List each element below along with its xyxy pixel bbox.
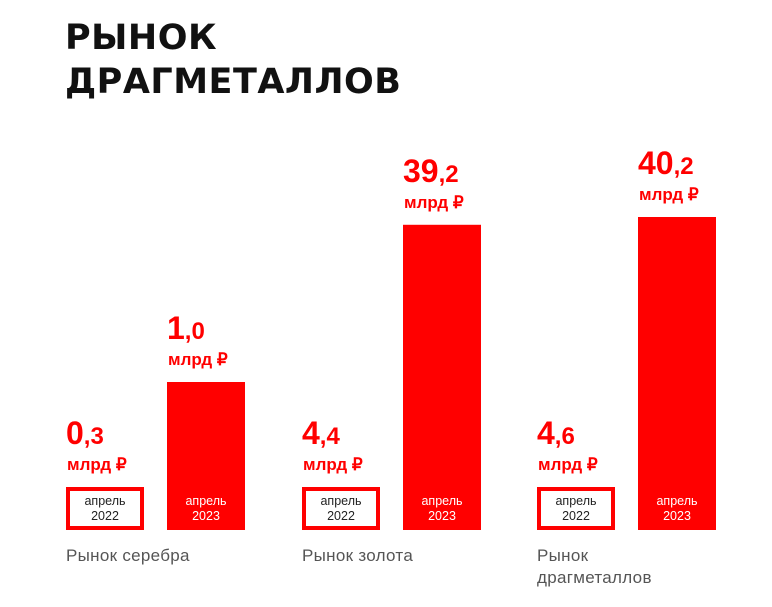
bar-2023 [638,217,716,530]
value-unit: млрд ₽ [538,455,598,474]
bar-2022 [66,487,144,530]
category-label-precious-metals: Рынок драгметаллов [537,545,652,589]
value-integer: 39 [403,153,439,189]
value-decimal: ,2 [439,161,459,188]
chart-title: РЫНОК ДРАГМЕТАЛЛОВ [65,16,401,104]
bar-2022-period-label: 2022 [562,509,590,523]
value-number: 4,6 [537,415,575,451]
value-integer: 4 [537,415,555,451]
value-unit: млрд ₽ [639,185,699,204]
data-label-2022: 4,4 млрд ₽ [302,415,363,474]
bar-2022 [302,487,380,530]
value-integer: 0 [66,415,84,451]
category-label-line: Рынок серебра [66,546,190,565]
bar-2022-period-label: апрель [84,494,125,508]
chart-title-line-1: РЫНОК [65,18,218,58]
value-number: 39,2 [403,153,459,189]
category-label-line: Рынок [537,546,589,565]
bar-2023-period-label: апрель [421,494,462,508]
chart-title-line-2: ДРАГМЕТАЛЛОВ [65,62,402,102]
bar-2023-period-label: апрель [185,494,226,508]
value-number: 40,2 [638,145,694,181]
bar-2023-period-label: 2023 [192,509,220,523]
bar-2023-period-label: апрель [656,494,697,508]
value-integer: 1 [167,310,185,346]
category-label-line: Рынок золота [302,546,414,565]
value-decimal: ,6 [555,423,575,450]
data-label-2022: 4,6 млрд ₽ [537,415,598,474]
value-number: 0,3 [66,415,104,451]
value-decimal: ,2 [674,153,694,180]
category-label-gold: Рынок золота [302,545,413,567]
value-unit: млрд ₽ [303,455,363,474]
data-label-2022: 0,3 млрд ₽ [66,415,127,474]
bar-2022-period-label: апрель [320,494,361,508]
bar-2023 [403,224,481,530]
category-label-line: драгметаллов [537,568,652,587]
value-number: 4,4 [302,415,340,451]
data-label-2023: 39,2 млрд ₽ [403,153,464,212]
bar-2023-period-label: 2023 [428,509,456,523]
value-number: 1,0 [167,310,205,346]
value-integer: 40 [638,145,674,181]
value-decimal: ,0 [185,318,205,345]
value-unit: млрд ₽ [168,350,228,369]
bar-2022-period-label: 2022 [327,509,355,523]
value-integer: 4 [302,415,320,451]
data-label-2023: 40,2 млрд ₽ [638,145,699,204]
bar-2022-period-label: апрель [555,494,596,508]
bar-2022 [537,487,615,530]
value-decimal: ,4 [320,423,341,450]
data-label-2023: 1,0 млрд ₽ [167,310,228,369]
bar-2023-period-label: 2023 [663,509,691,523]
value-unit: млрд ₽ [404,193,464,212]
bar-2023 [167,382,245,530]
category-label-silver: Рынок серебра [66,545,190,567]
bar-2022-period-label: 2022 [91,509,119,523]
value-decimal: ,3 [84,423,104,450]
value-unit: млрд ₽ [67,455,127,474]
